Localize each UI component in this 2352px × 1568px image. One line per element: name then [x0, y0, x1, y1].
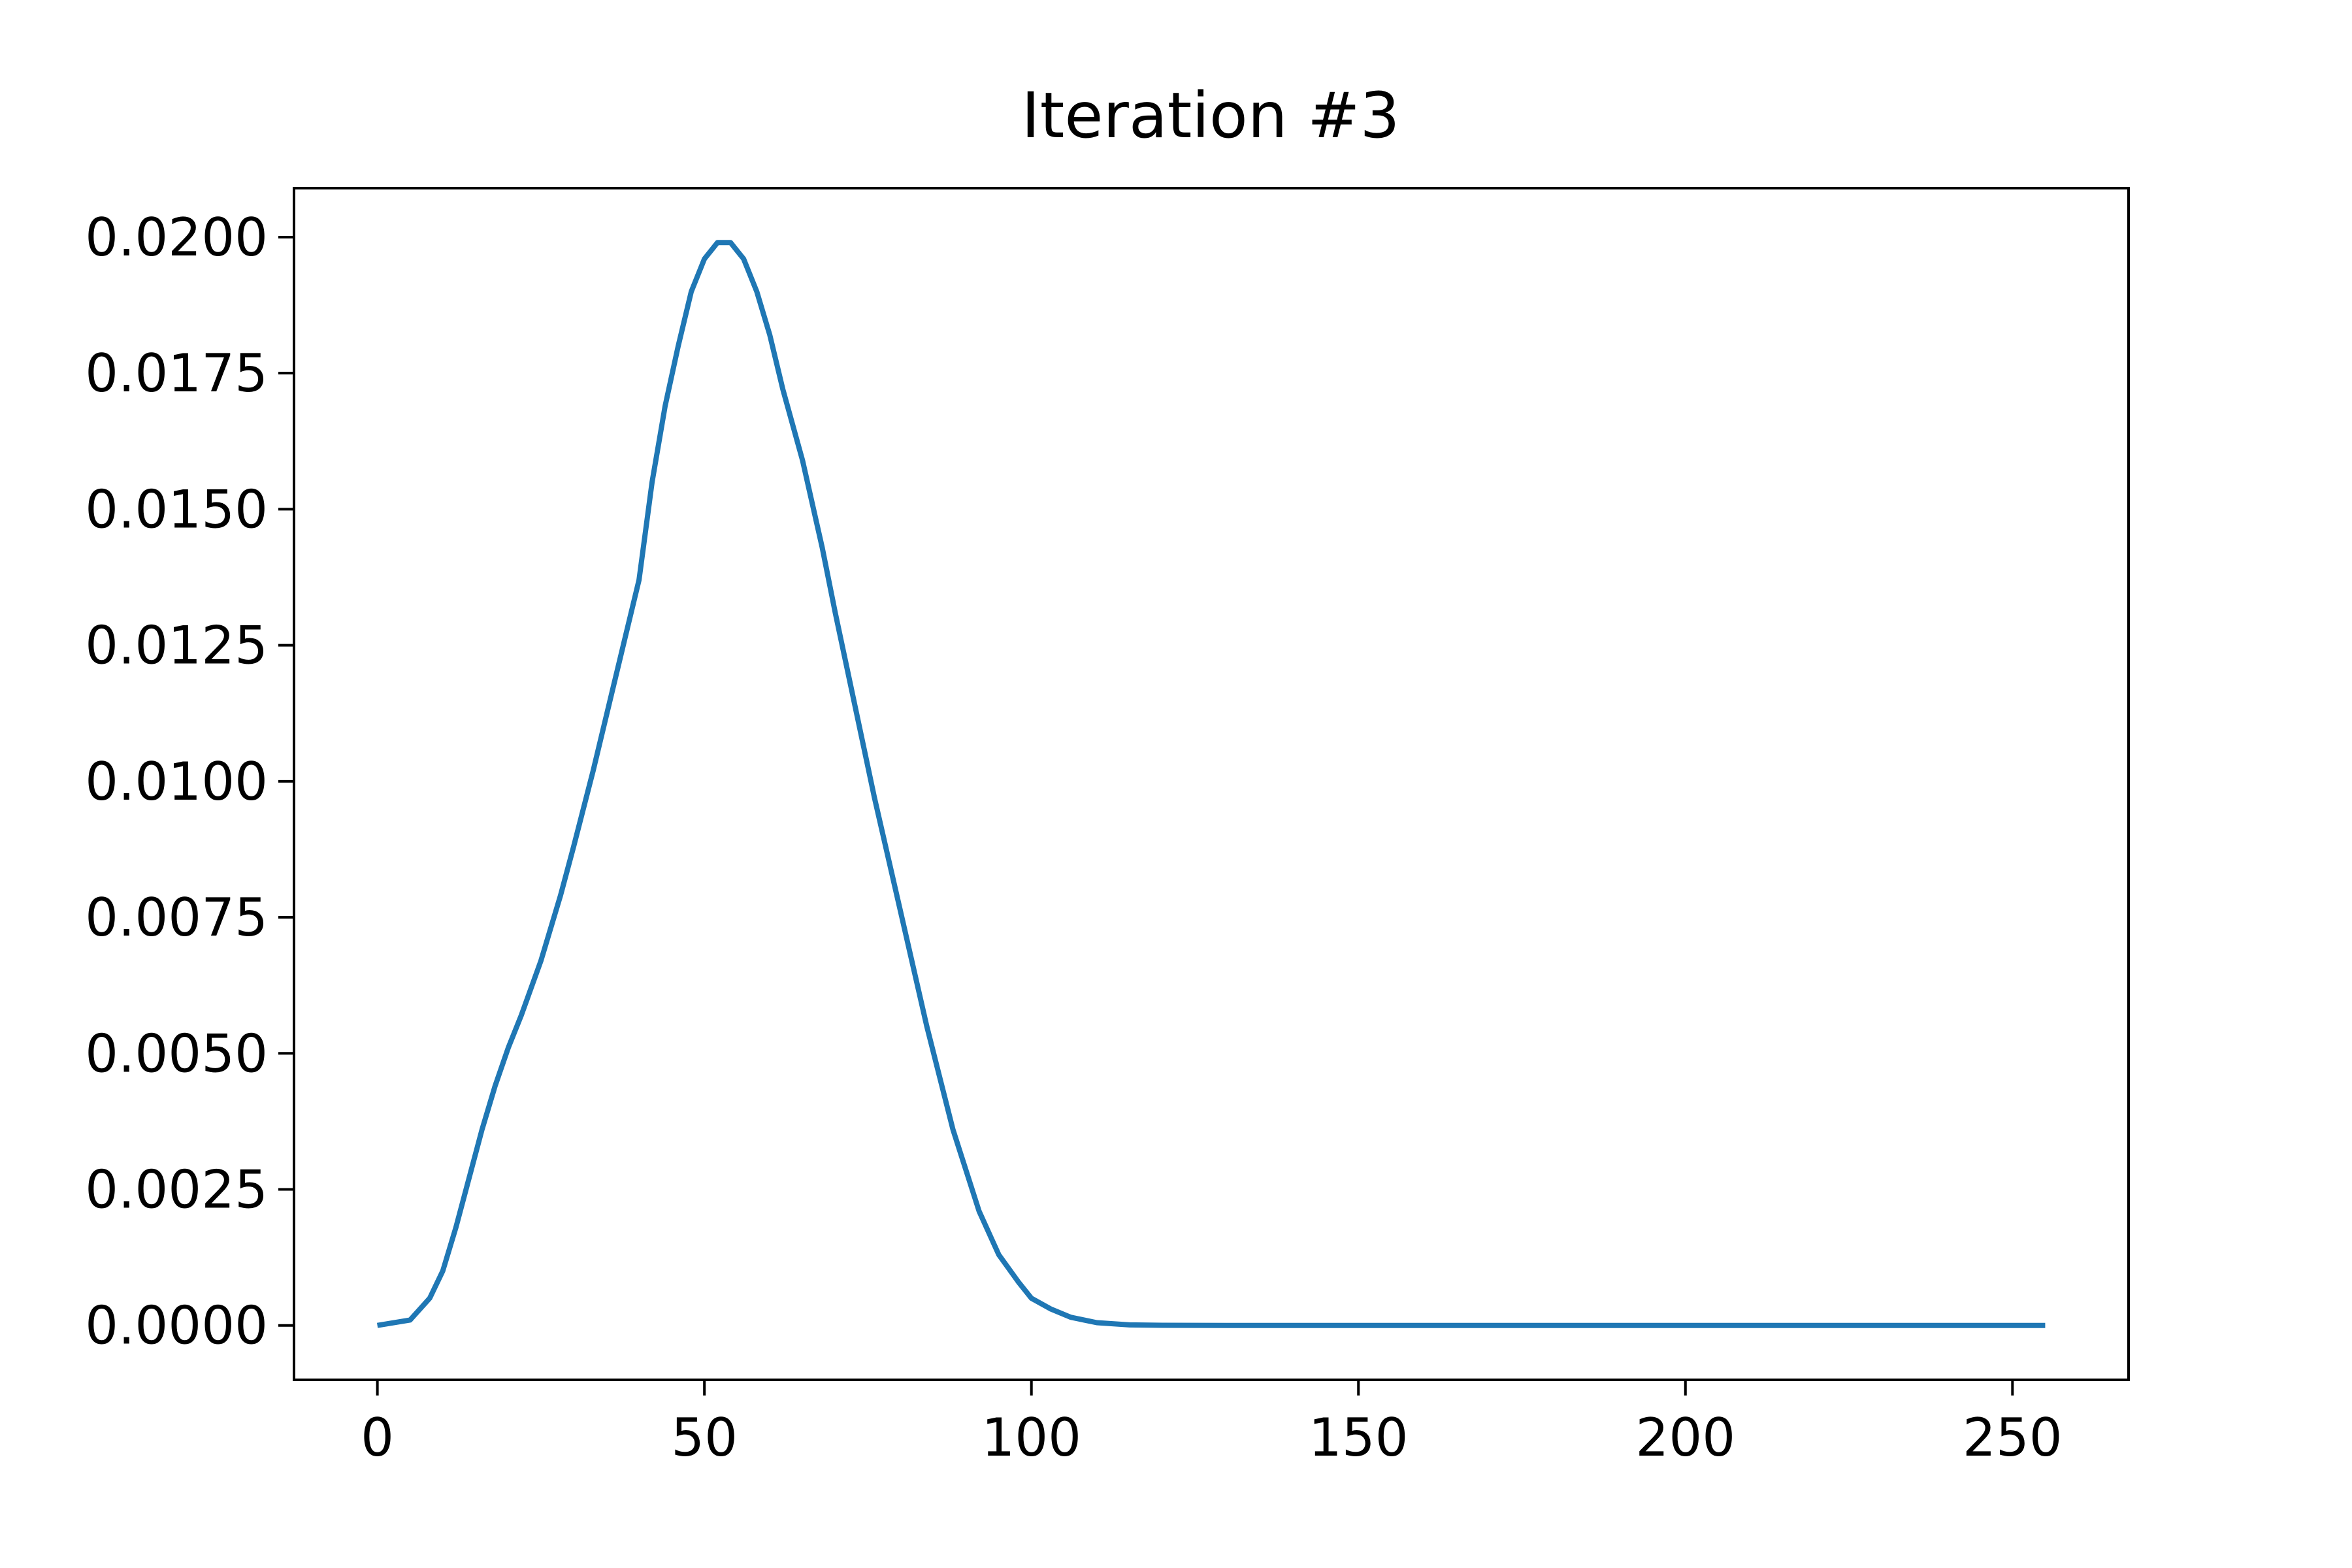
series-line — [376, 240, 2046, 1328]
y-tick-label: 0.0075 — [85, 887, 268, 948]
y-tick-label: 0.0025 — [85, 1159, 268, 1220]
x-axis: 0 50 100 150 200 250 — [361, 1380, 2063, 1468]
x-tick-label: 200 — [1635, 1407, 1735, 1468]
y-tick-label: 0.0050 — [85, 1023, 268, 1084]
y-tick-label: 0.0150 — [85, 479, 268, 540]
x-tick-label: 50 — [671, 1407, 738, 1468]
x-tick-label: 0 — [361, 1407, 394, 1468]
x-tick-label: 100 — [981, 1407, 1081, 1468]
y-tick-label: 0.0200 — [85, 207, 268, 268]
x-tick-label: 150 — [1309, 1407, 1409, 1468]
y-tick-label: 0.0100 — [85, 751, 268, 812]
axes-frame — [293, 187, 2130, 1381]
y-tick-label: 0.0000 — [85, 1296, 268, 1356]
y-tick-label: 0.0175 — [85, 343, 268, 404]
y-axis: 0.0000 0.0025 0.0050 0.0075 0.0100 0.0125 0.01… — [85, 207, 294, 1356]
x-tick-label: 250 — [1963, 1407, 2063, 1468]
plot-area — [376, 240, 2046, 1328]
y-tick-label: 0.0125 — [85, 615, 268, 676]
chart-title: Iteration #3 — [1021, 79, 1399, 152]
